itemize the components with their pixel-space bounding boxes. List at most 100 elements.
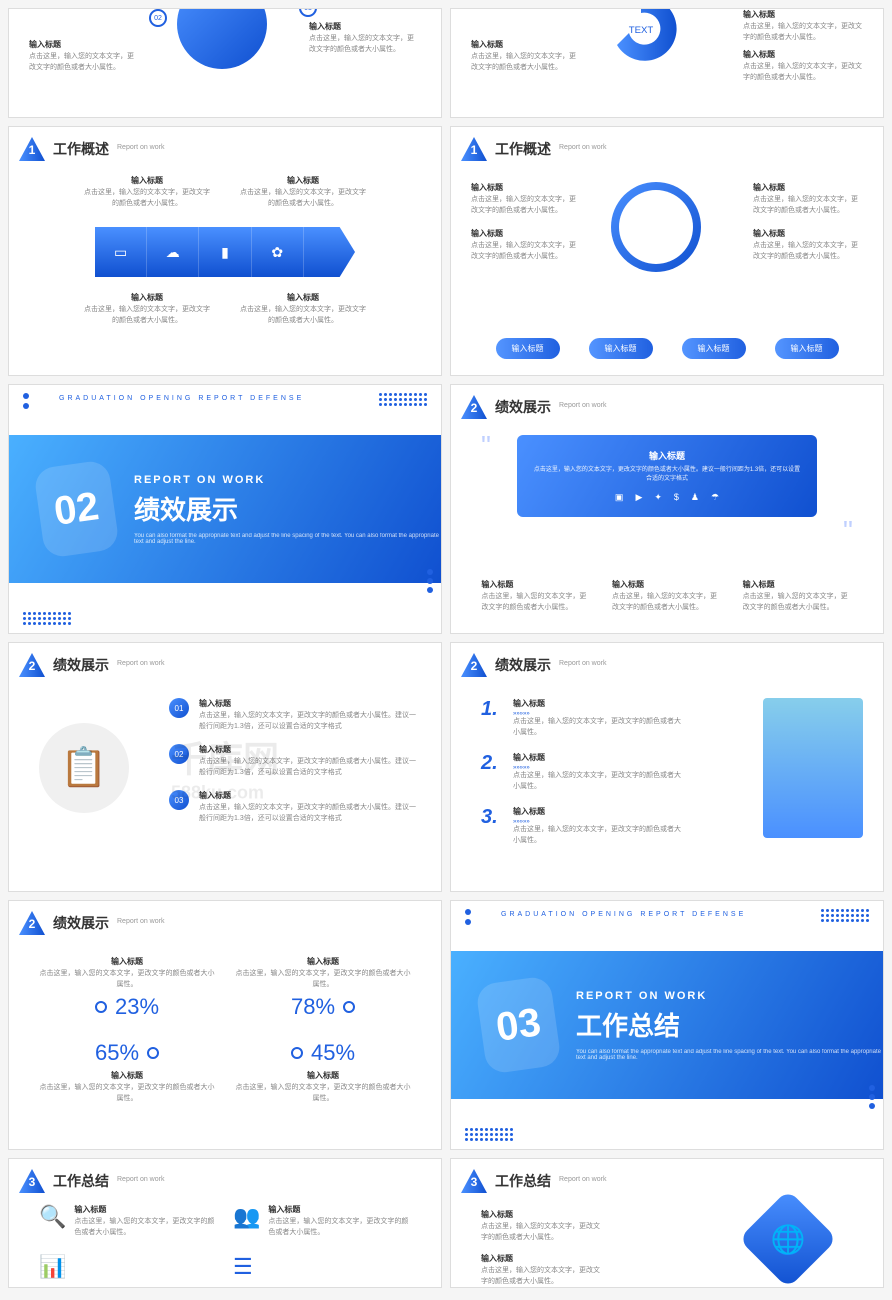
label: 输入标题 [238, 292, 368, 303]
label: 输入标题 [199, 698, 421, 709]
section-badge: 3 [17, 1167, 47, 1197]
body-text: 点击这里，输入您的文本文字，更改文字的颜色或者大小属性。建议一般行间距为1.3倍… [199, 803, 421, 824]
label: 输入标题 [753, 182, 863, 193]
building-image [763, 698, 863, 838]
slide-top-left: 输入标题 点击这里，输入您的文本文字，更改文字的颜色或者大小属性。 02 03 … [8, 8, 442, 118]
body-text: 点击这里，输入您的文本文字，更改文字的颜色或者大小属性。 [82, 188, 212, 209]
section-banner: 03 REPORT ON WORK 工作总结 You can also form… [451, 951, 883, 1099]
label: 输入标题 [471, 182, 581, 193]
label: 输入标题 [612, 579, 722, 590]
percent-value: 45% [311, 1040, 355, 1066]
body-text: 点击这里，输入您的文本文字，更改文字的颜色或者大小属性。建议一般行间距为1.3倍… [199, 711, 421, 732]
body-text: 点击这里，输入您的文本文字，更改文字的颜色或者大小属性。 [235, 969, 411, 990]
section-badge: 1 [17, 135, 47, 165]
label: 输入标题 [513, 698, 681, 709]
body-text: 点击这里，输入您的文本文字，更改文字的颜色或者大小属性。 [513, 771, 681, 792]
header-text: GRADUATION OPENING REPORT DEFENSE [59, 395, 304, 402]
body-text: 点击这里，输入您的文本文字，更改文字的颜色或者大小属性。 [268, 1217, 411, 1238]
quote-box: 输入标题 点击这里，输入您的文本文字，更改文字的颜色或者大小属性。建议一般行间距… [517, 435, 817, 517]
label: 输入标题 [309, 21, 419, 32]
body-text: 点击这里，输入您的文本文字，更改文字的颜色或者大小属性。 [39, 969, 215, 990]
circle-image [177, 8, 267, 69]
body-text: 点击这里，输入您的文本文字，更改文字的颜色或者大小属性。 [471, 52, 581, 73]
body-text: 点击这里，输入您的文本文字，更改文字的颜色或者大小属性。 [238, 188, 368, 209]
slide-section-2-cover: GRADUATION OPENING REPORT DEFENSE REPORT… [8, 384, 442, 634]
slide-subtitle: Report on work [117, 660, 164, 667]
label: 输入标题 [235, 956, 411, 967]
section-number: 02 [33, 459, 120, 559]
label: 输入标题 [199, 790, 421, 801]
label: 输入标题 [82, 175, 212, 186]
label: 输入标题 [39, 1070, 215, 1081]
body-text: 点击这里，输入您的文本文字，更改文字的颜色或者大小属性。 [513, 717, 681, 738]
puzzle-piece: ✿ [252, 227, 304, 277]
label: 输入标题 [39, 956, 215, 967]
banner-subtitle: REPORT ON WORK [134, 474, 441, 486]
slide-performance-quote: 2 绩效展示 Report on work " 输入标题 点击这里，输入您的文本… [450, 384, 884, 634]
label: 输入标题 [743, 49, 863, 60]
number-1: 1. [481, 698, 505, 721]
body-text: 点击这里，输入您的文本文字，更改文字的颜色或者大小属性。 [481, 1222, 601, 1243]
body-text: 点击这里，输入您的文本文字，更改文字的颜色或者大小属性。 [29, 52, 139, 73]
number-3: 3. [481, 806, 505, 829]
label: 输入标题 [235, 1070, 411, 1081]
label: 输入标题 [471, 228, 581, 239]
dots-pattern [23, 612, 71, 625]
number-badge: 01 [169, 698, 189, 718]
slide-subtitle: Report on work [117, 144, 164, 151]
section-banner: 02 REPORT ON WORK 绩效展示 You can also form… [9, 435, 441, 583]
number-badge: 02 [149, 9, 167, 27]
label: 输入标题 [481, 1209, 601, 1220]
slide-title: 工作总结 [495, 1171, 551, 1191]
icon-row: ▣▶✦$♟☂ [531, 492, 803, 503]
body-text: 点击这里，输入您的文本文字，更改文字的颜色或者大小属性。 [74, 1217, 217, 1238]
body-text: 点击这里，输入您的文本文字，更改文字的颜色或者大小属性。 [753, 195, 863, 216]
pill-button[interactable]: 输入标题 [496, 338, 560, 359]
slide-title: 绩效展示 [53, 655, 109, 675]
body-text: 点击这里，输入您的文本文字，更改文字的颜色或者大小属性。 [753, 241, 863, 262]
banner-subtitle: REPORT ON WORK [576, 990, 883, 1002]
label: 输入标题 [82, 292, 212, 303]
body-text: 点击这里，输入您的文本文字，更改文字的颜色或者大小属性。建议一般行间距为1.3倍… [531, 466, 803, 484]
puzzle-piece: ▮ [199, 227, 251, 277]
label: 输入标题 [743, 579, 853, 590]
body-text: 点击这里，输入您的文本文字，更改文字的颜色或者大小属性。 [513, 825, 681, 846]
puzzle-arrow: ▭☁▮✿ [95, 227, 355, 277]
label: 输入标题 [74, 1204, 217, 1215]
section-badge: 2 [17, 651, 47, 681]
magnify-icon: 🔍 [39, 1204, 66, 1234]
slide-subtitle: Report on work [117, 1176, 164, 1183]
dots-pattern [379, 393, 427, 406]
dot-icon [23, 403, 29, 409]
pill-button[interactable]: 输入标题 [775, 338, 839, 359]
slide-top-right: TEXT 输入标题 点击这里，输入您的文本文字，更改文字的颜色或者大小属性。 输… [450, 8, 884, 118]
header-text: GRADUATION OPENING REPORT DEFENSE [501, 911, 746, 918]
puzzle-piece [304, 227, 355, 277]
label: 输入标题 [481, 579, 591, 590]
body-text: 点击这里，输入您的文本文字，更改文字的颜色或者大小属性。 [471, 195, 581, 216]
vdots-icon [427, 569, 433, 593]
banner-title: 工作总结 [576, 1006, 883, 1043]
body-text: 点击这里，输入您的文本文字，更改文字的颜色或者大小属性。 [235, 1083, 411, 1104]
number-2: 2. [481, 752, 505, 775]
banner-desc: You can also format the appropriate text… [134, 533, 441, 545]
pill-button[interactable]: 输入标题 [589, 338, 653, 359]
slide-performance-numbered: 2 绩效展示 Report on work 1.输入标题»»»»»点击这里，输入… [450, 642, 884, 892]
label: 输入标题 [513, 806, 681, 817]
percent-value: 23% [115, 994, 159, 1020]
label: 输入标题 [481, 1253, 601, 1264]
body-text: 点击这里，输入您的文本文字，更改文字的颜色或者大小属性。 [481, 592, 591, 613]
puzzle-piece: ▭ [95, 227, 147, 277]
clipboard-icon: 📋 [39, 723, 129, 813]
arrow-left-icon [291, 1047, 303, 1059]
dot-icon [465, 909, 471, 915]
pill-button[interactable]: 输入标题 [682, 338, 746, 359]
arrow-right-icon [343, 1001, 355, 1013]
slide-performance-percents: 2 绩效展示 Report on work 输入标题点击这里，输入您的文本文字，… [8, 900, 442, 1150]
body-text: 点击这里，输入您的文本文字，更改文字的颜色或者大小属性。 [481, 1266, 601, 1287]
body-text: 点击这里，输入您的文本文字，更改文字的颜色或者大小属性。 [82, 305, 212, 326]
slide-subtitle: Report on work [559, 144, 606, 151]
label: 输入标题 [268, 1204, 411, 1215]
body-text: 点击这里，输入您的文本文字，更改文字的颜色或者大小属性。 [39, 1083, 215, 1104]
slide-summary-diamond: 3 工作总结 Report on work 输入标题点击这里，输入您的文本文字，… [450, 1158, 884, 1288]
